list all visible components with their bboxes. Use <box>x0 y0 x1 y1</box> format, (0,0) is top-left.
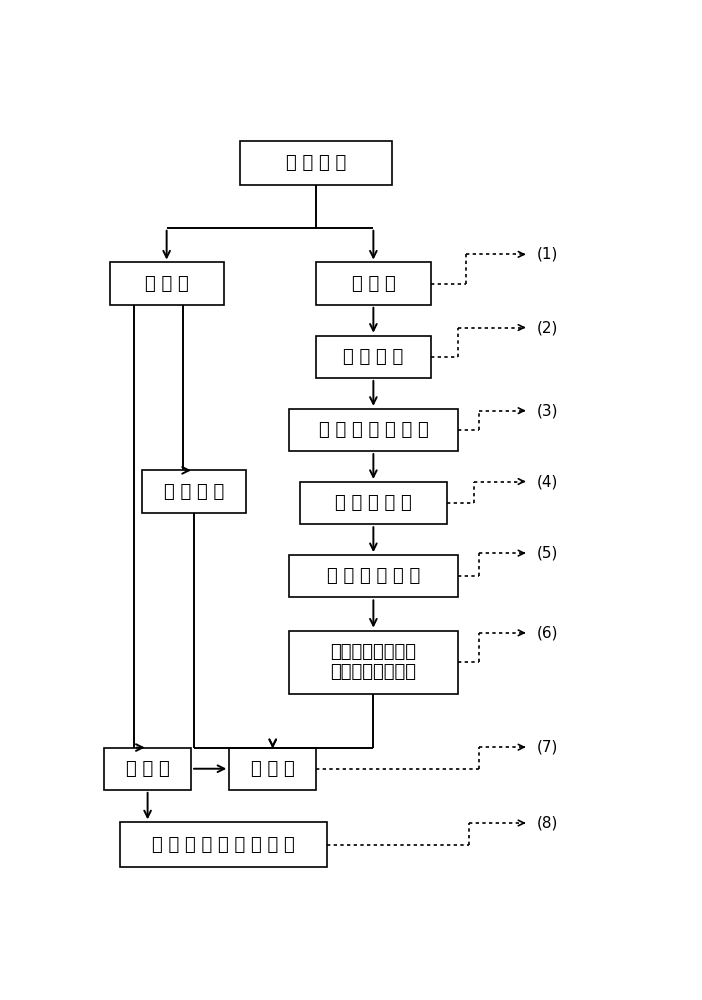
Text: 光 谱 数 据: 光 谱 数 据 <box>164 483 224 501</box>
Bar <box>317 336 430 378</box>
Bar <box>230 748 317 790</box>
Text: 光 谱 采 集: 光 谱 采 集 <box>343 348 404 366</box>
Text: (1): (1) <box>536 247 558 262</box>
Text: 定标方程内部验证
选择最佳定标方程: 定标方程内部验证 选择最佳定标方程 <box>331 643 416 681</box>
Text: 校 正 集: 校 正 集 <box>352 275 395 293</box>
Text: 建 立 定 标 方 程: 建 立 定 标 方 程 <box>326 567 420 585</box>
Text: 预 测 值: 预 测 值 <box>251 760 295 778</box>
Text: (4): (4) <box>536 474 558 489</box>
Text: 验 证 集: 验 证 集 <box>145 275 189 293</box>
Bar <box>104 748 191 790</box>
Text: (8): (8) <box>536 816 558 831</box>
Text: 化 学 值: 化 学 值 <box>126 760 169 778</box>
Text: (3): (3) <box>536 403 558 418</box>
Text: 光 谱 数 据 预 处 理: 光 谱 数 据 预 处 理 <box>319 421 428 439</box>
Text: (2): (2) <box>536 320 558 335</box>
Bar <box>300 482 447 524</box>
Bar <box>289 409 458 451</box>
Text: (5): (5) <box>536 546 558 561</box>
Bar <box>317 262 430 305</box>
Text: 测 定 化 学 值: 测 定 化 学 值 <box>335 494 412 512</box>
Bar <box>110 262 224 305</box>
Bar <box>121 822 327 867</box>
Bar <box>289 555 458 597</box>
Bar <box>289 631 458 694</box>
Text: (7): (7) <box>536 740 558 755</box>
Bar <box>240 141 392 185</box>
Text: 样 品 收 集: 样 品 收 集 <box>286 154 346 172</box>
Text: (6): (6) <box>536 625 558 640</box>
Bar <box>142 470 246 513</box>
Text: 校 正 模 型 的 外 部 验 证: 校 正 模 型 的 外 部 验 证 <box>152 836 295 854</box>
